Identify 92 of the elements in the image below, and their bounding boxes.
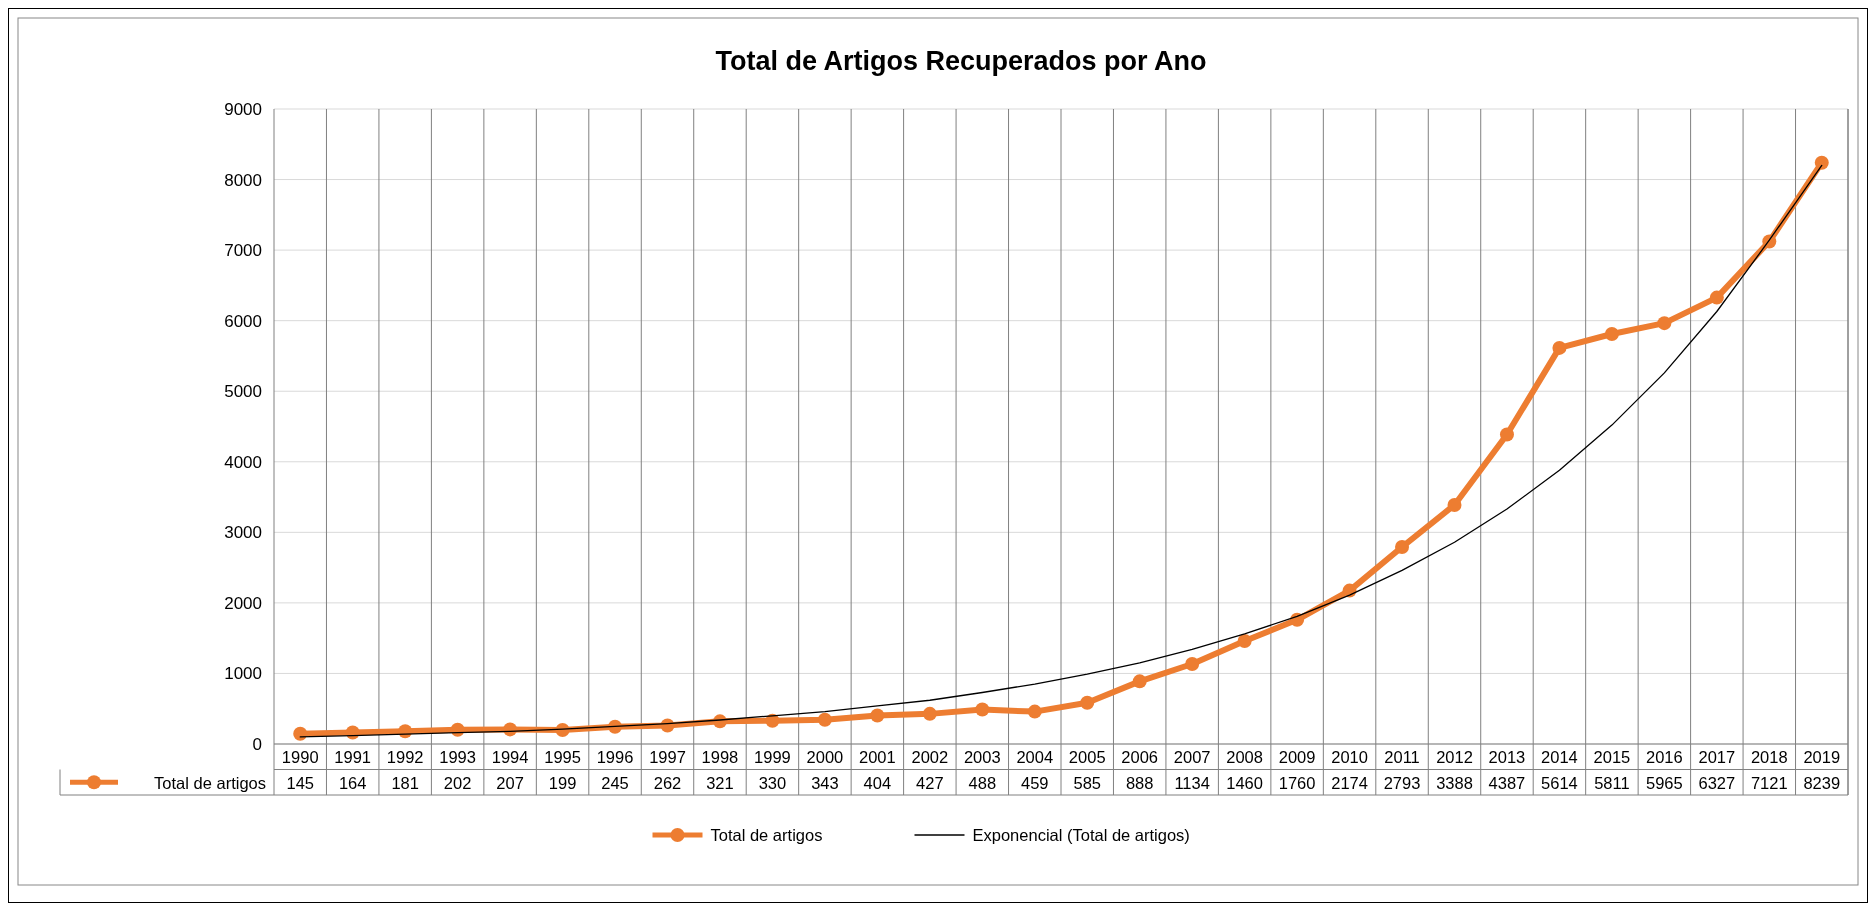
data-label: 488 bbox=[968, 773, 997, 792]
x-tick-label: 2001 bbox=[859, 748, 896, 766]
x-tick-label: 2016 bbox=[1646, 748, 1683, 766]
data-label: 145 bbox=[286, 773, 314, 792]
chart-title: Total de Artigos Recuperados por Ano bbox=[715, 46, 1207, 76]
x-tick-label: 2019 bbox=[1803, 748, 1841, 766]
data-label: 330 bbox=[758, 773, 787, 792]
x-tick-label: 2004 bbox=[1016, 748, 1054, 766]
point bbox=[975, 702, 990, 717]
legend-label: Total de artigos bbox=[154, 773, 266, 792]
point bbox=[1499, 427, 1514, 442]
point bbox=[1132, 674, 1147, 689]
point bbox=[1657, 316, 1672, 331]
data-label: 5614 bbox=[1541, 773, 1578, 792]
y-tick-label: 7000 bbox=[224, 241, 262, 261]
y-tick-label: 3000 bbox=[224, 523, 262, 543]
y-tick-label: 4000 bbox=[224, 452, 262, 472]
x-tick-label: 2007 bbox=[1173, 748, 1211, 766]
data-label: 3388 bbox=[1436, 773, 1473, 792]
data-label: 321 bbox=[706, 773, 734, 792]
point bbox=[922, 706, 937, 721]
data-label: 181 bbox=[391, 773, 419, 792]
x-tick-label: 1998 bbox=[701, 748, 739, 766]
data-label: 888 bbox=[1125, 773, 1154, 792]
data-label: 4387 bbox=[1488, 773, 1526, 792]
x-tick-label: 2000 bbox=[806, 748, 844, 766]
data-label: 585 bbox=[1073, 773, 1101, 792]
text: Total de artigos bbox=[710, 826, 823, 844]
point bbox=[1080, 695, 1095, 710]
x-tick-label: 1997 bbox=[649, 748, 686, 766]
x-tick-label: 2017 bbox=[1698, 748, 1736, 766]
point bbox=[817, 712, 832, 727]
data-label: 459 bbox=[1021, 773, 1049, 792]
x-tick-label: 2015 bbox=[1593, 748, 1631, 766]
point bbox=[293, 726, 308, 741]
data-label: 5811 bbox=[1594, 773, 1630, 792]
point bbox=[1027, 704, 1042, 719]
data-label: 2793 bbox=[1383, 773, 1421, 792]
x-tick-label: 2011 bbox=[1384, 748, 1420, 766]
point bbox=[1552, 340, 1567, 355]
x-tick-label: 2002 bbox=[911, 748, 949, 766]
x-tick-label: 2012 bbox=[1436, 748, 1473, 766]
data-label: 404 bbox=[863, 773, 892, 792]
y-tick-label: 6000 bbox=[224, 311, 262, 331]
data-label: 164 bbox=[338, 773, 367, 792]
point bbox=[1447, 497, 1462, 512]
y-tick-label: 0 bbox=[252, 735, 262, 754]
legend-label: Exponencial (Total de artigos) bbox=[972, 826, 1190, 844]
point bbox=[870, 708, 885, 723]
x-tick-label: 1995 bbox=[544, 748, 581, 766]
data-label: 343 bbox=[811, 773, 839, 792]
x-tick-label: 1992 bbox=[386, 748, 424, 766]
x-tick-label: 2010 bbox=[1331, 748, 1368, 766]
data-label: 5965 bbox=[1646, 773, 1683, 792]
y-tick-label: 2000 bbox=[224, 593, 262, 613]
data-label: 1760 bbox=[1278, 773, 1316, 792]
x-tick-label: 2003 bbox=[963, 748, 1001, 766]
point bbox=[1395, 539, 1410, 554]
data-label: 245 bbox=[601, 773, 629, 792]
x-tick-label: 1990 bbox=[281, 748, 319, 766]
point bbox=[1604, 327, 1619, 341]
data-label: 427 bbox=[916, 773, 944, 792]
x-tick-label: 2008 bbox=[1226, 748, 1263, 766]
y-tick-label: 8000 bbox=[224, 170, 262, 190]
data-label: 262 bbox=[653, 773, 682, 792]
x-tick-label: 2005 bbox=[1068, 748, 1106, 766]
x-tick-label: 1996 bbox=[596, 748, 634, 766]
point bbox=[1814, 155, 1829, 170]
x-tick-label: 1999 bbox=[754, 748, 791, 766]
data-label: 6327 bbox=[1698, 773, 1736, 792]
point bbox=[1709, 290, 1724, 305]
x-tick-label: 2009 bbox=[1278, 748, 1316, 766]
y-tick-label: 9000 bbox=[224, 100, 262, 119]
data-label: 2174 bbox=[1331, 773, 1368, 792]
point bbox=[1185, 656, 1200, 671]
y-tick-label: 1000 bbox=[224, 664, 262, 684]
x-tick-label: 2013 bbox=[1488, 748, 1526, 766]
data-label: 207 bbox=[496, 773, 524, 792]
data-label: 202 bbox=[443, 773, 472, 792]
data-label: 7121 bbox=[1750, 773, 1788, 792]
x-tick-label: 1993 bbox=[439, 748, 476, 766]
y-tick-label: 5000 bbox=[224, 382, 262, 402]
x-tick-label: 2006 bbox=[1121, 748, 1159, 766]
data-label: 1460 bbox=[1226, 773, 1263, 792]
x-tick-label: 2014 bbox=[1541, 748, 1578, 766]
point bbox=[1237, 633, 1252, 648]
data-label: 1134 bbox=[1174, 773, 1210, 792]
x-tick-label: 1994 bbox=[491, 748, 529, 766]
x-tick-label: 2018 bbox=[1750, 748, 1788, 766]
data-label: 199 bbox=[548, 773, 577, 792]
data-label: 8239 bbox=[1803, 773, 1841, 792]
x-tick-label: 1991 bbox=[334, 748, 372, 766]
